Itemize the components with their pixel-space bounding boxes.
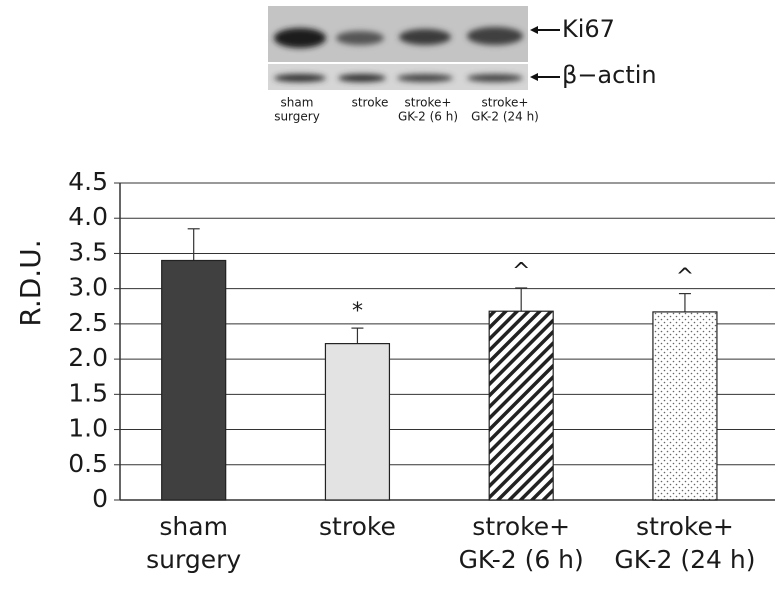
x-tick-label: stroke+ bbox=[636, 512, 734, 541]
y-tick-label: 1.0 bbox=[68, 414, 108, 443]
x-tick-label: stroke bbox=[319, 512, 396, 541]
lane-label: surgery bbox=[274, 110, 320, 124]
y-tick-label: 0.5 bbox=[68, 449, 108, 478]
y-tick-label: 1.5 bbox=[68, 378, 108, 407]
x-tick-label: GK-2 (24 h) bbox=[614, 545, 755, 574]
significance-marker: ^ bbox=[512, 259, 530, 284]
x-tick-label: GK-2 (6 h) bbox=[459, 545, 584, 574]
lane-label: GK-2 (6 h) bbox=[398, 110, 458, 124]
lane-label: stroke+ bbox=[482, 96, 529, 110]
y-axis-label: R.D.U. bbox=[14, 239, 47, 326]
lane-label: stroke bbox=[352, 96, 389, 110]
arrow-head bbox=[530, 26, 538, 34]
bar bbox=[652, 311, 718, 501]
x-tick-label: sham bbox=[159, 512, 228, 541]
lane-label: sham bbox=[281, 96, 314, 110]
arrow-head bbox=[530, 73, 538, 81]
blot: Ki67 β−actin bbox=[268, 6, 657, 90]
y-tick-label: 2.0 bbox=[68, 343, 108, 372]
x-tick-label: stroke+ bbox=[472, 512, 570, 541]
significance-marker: * bbox=[352, 299, 363, 324]
band-label: Ki67 bbox=[562, 15, 615, 43]
bar bbox=[488, 310, 554, 501]
y-tick-label: 3.5 bbox=[68, 237, 108, 266]
y-tick-label: 4.0 bbox=[68, 202, 108, 231]
lane-label: stroke+ bbox=[405, 96, 452, 110]
bands bbox=[274, 27, 523, 82]
lane-label: GK-2 (24 h) bbox=[471, 110, 539, 124]
x-tick-label: surgery bbox=[146, 545, 241, 574]
y-tick-label: 4.5 bbox=[68, 167, 108, 196]
significance-marker: ^ bbox=[676, 265, 694, 290]
bar bbox=[161, 259, 227, 501]
band-label: β−actin bbox=[562, 61, 657, 89]
y-tick-label: 2.5 bbox=[68, 308, 108, 337]
y-tick-label: 3.0 bbox=[68, 273, 108, 302]
bar bbox=[324, 343, 391, 501]
y-tick-label: 0 bbox=[92, 484, 108, 513]
